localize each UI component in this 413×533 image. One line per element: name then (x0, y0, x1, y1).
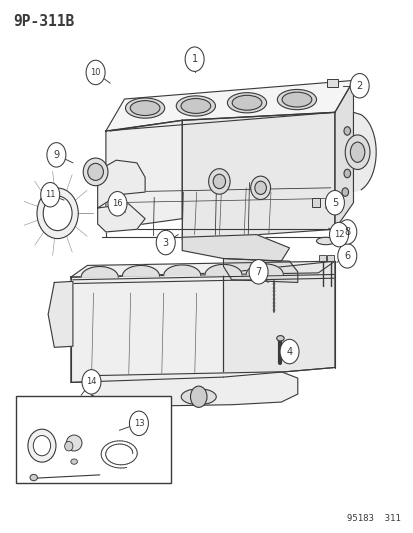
Circle shape (82, 369, 101, 394)
Circle shape (108, 191, 127, 216)
Text: 7: 7 (255, 267, 261, 277)
Polygon shape (246, 264, 282, 274)
Text: 95183  311: 95183 311 (347, 514, 400, 523)
Ellipse shape (213, 174, 225, 189)
Ellipse shape (180, 99, 210, 114)
Text: 12: 12 (333, 230, 344, 239)
Circle shape (129, 411, 148, 435)
Ellipse shape (232, 95, 261, 110)
Circle shape (325, 190, 344, 215)
Text: 1: 1 (191, 54, 197, 64)
Ellipse shape (176, 96, 215, 116)
Polygon shape (71, 261, 334, 277)
Circle shape (40, 182, 59, 207)
Circle shape (185, 47, 204, 71)
Ellipse shape (66, 435, 82, 451)
Ellipse shape (30, 474, 37, 481)
Ellipse shape (130, 101, 159, 116)
FancyBboxPatch shape (17, 395, 170, 483)
Text: 4: 4 (286, 346, 292, 357)
Circle shape (279, 340, 298, 364)
Text: 5: 5 (331, 198, 337, 208)
Polygon shape (106, 80, 353, 131)
Text: 16: 16 (112, 199, 123, 208)
Ellipse shape (344, 135, 369, 169)
Ellipse shape (349, 142, 364, 163)
Text: 13: 13 (133, 419, 144, 428)
Polygon shape (223, 259, 297, 282)
Text: 6: 6 (343, 251, 349, 261)
Ellipse shape (181, 389, 216, 405)
Text: 11: 11 (45, 190, 55, 199)
Polygon shape (71, 273, 223, 382)
Ellipse shape (64, 441, 73, 451)
Ellipse shape (37, 188, 78, 239)
Circle shape (190, 386, 206, 407)
Ellipse shape (28, 429, 56, 462)
Polygon shape (97, 204, 145, 232)
FancyBboxPatch shape (326, 255, 334, 261)
Ellipse shape (254, 181, 266, 195)
FancyBboxPatch shape (326, 79, 337, 87)
FancyBboxPatch shape (318, 255, 325, 261)
Ellipse shape (208, 168, 230, 194)
Polygon shape (223, 261, 334, 377)
Polygon shape (106, 120, 182, 229)
Polygon shape (122, 265, 159, 276)
Ellipse shape (88, 164, 103, 180)
Polygon shape (48, 281, 73, 348)
Polygon shape (182, 112, 334, 240)
Circle shape (249, 260, 268, 284)
Ellipse shape (43, 196, 72, 231)
Text: 9: 9 (53, 150, 59, 160)
Ellipse shape (33, 435, 50, 456)
Ellipse shape (276, 336, 283, 341)
Circle shape (343, 169, 350, 177)
Circle shape (337, 220, 356, 244)
Ellipse shape (277, 90, 316, 110)
Circle shape (343, 127, 350, 135)
Ellipse shape (250, 176, 270, 199)
Circle shape (329, 222, 348, 247)
Polygon shape (97, 160, 145, 208)
Ellipse shape (71, 459, 77, 464)
Circle shape (156, 230, 175, 255)
Polygon shape (91, 372, 297, 406)
Text: 10: 10 (90, 68, 101, 77)
FancyBboxPatch shape (311, 198, 320, 207)
Ellipse shape (227, 93, 266, 113)
Ellipse shape (281, 92, 311, 107)
Polygon shape (182, 235, 289, 261)
Circle shape (86, 60, 105, 85)
Circle shape (337, 244, 356, 268)
Text: 9P-311B: 9P-311B (13, 14, 74, 29)
Text: 3: 3 (162, 238, 169, 247)
Circle shape (341, 188, 348, 196)
Circle shape (47, 143, 66, 167)
Ellipse shape (83, 158, 108, 185)
Ellipse shape (125, 98, 164, 118)
Ellipse shape (316, 237, 334, 245)
Polygon shape (163, 265, 200, 276)
Polygon shape (334, 80, 353, 229)
Polygon shape (353, 112, 375, 192)
Polygon shape (204, 264, 242, 275)
Text: 2: 2 (356, 81, 362, 91)
Polygon shape (81, 266, 118, 277)
Text: 14: 14 (86, 377, 97, 386)
Circle shape (349, 74, 368, 98)
Text: 8: 8 (343, 227, 349, 237)
